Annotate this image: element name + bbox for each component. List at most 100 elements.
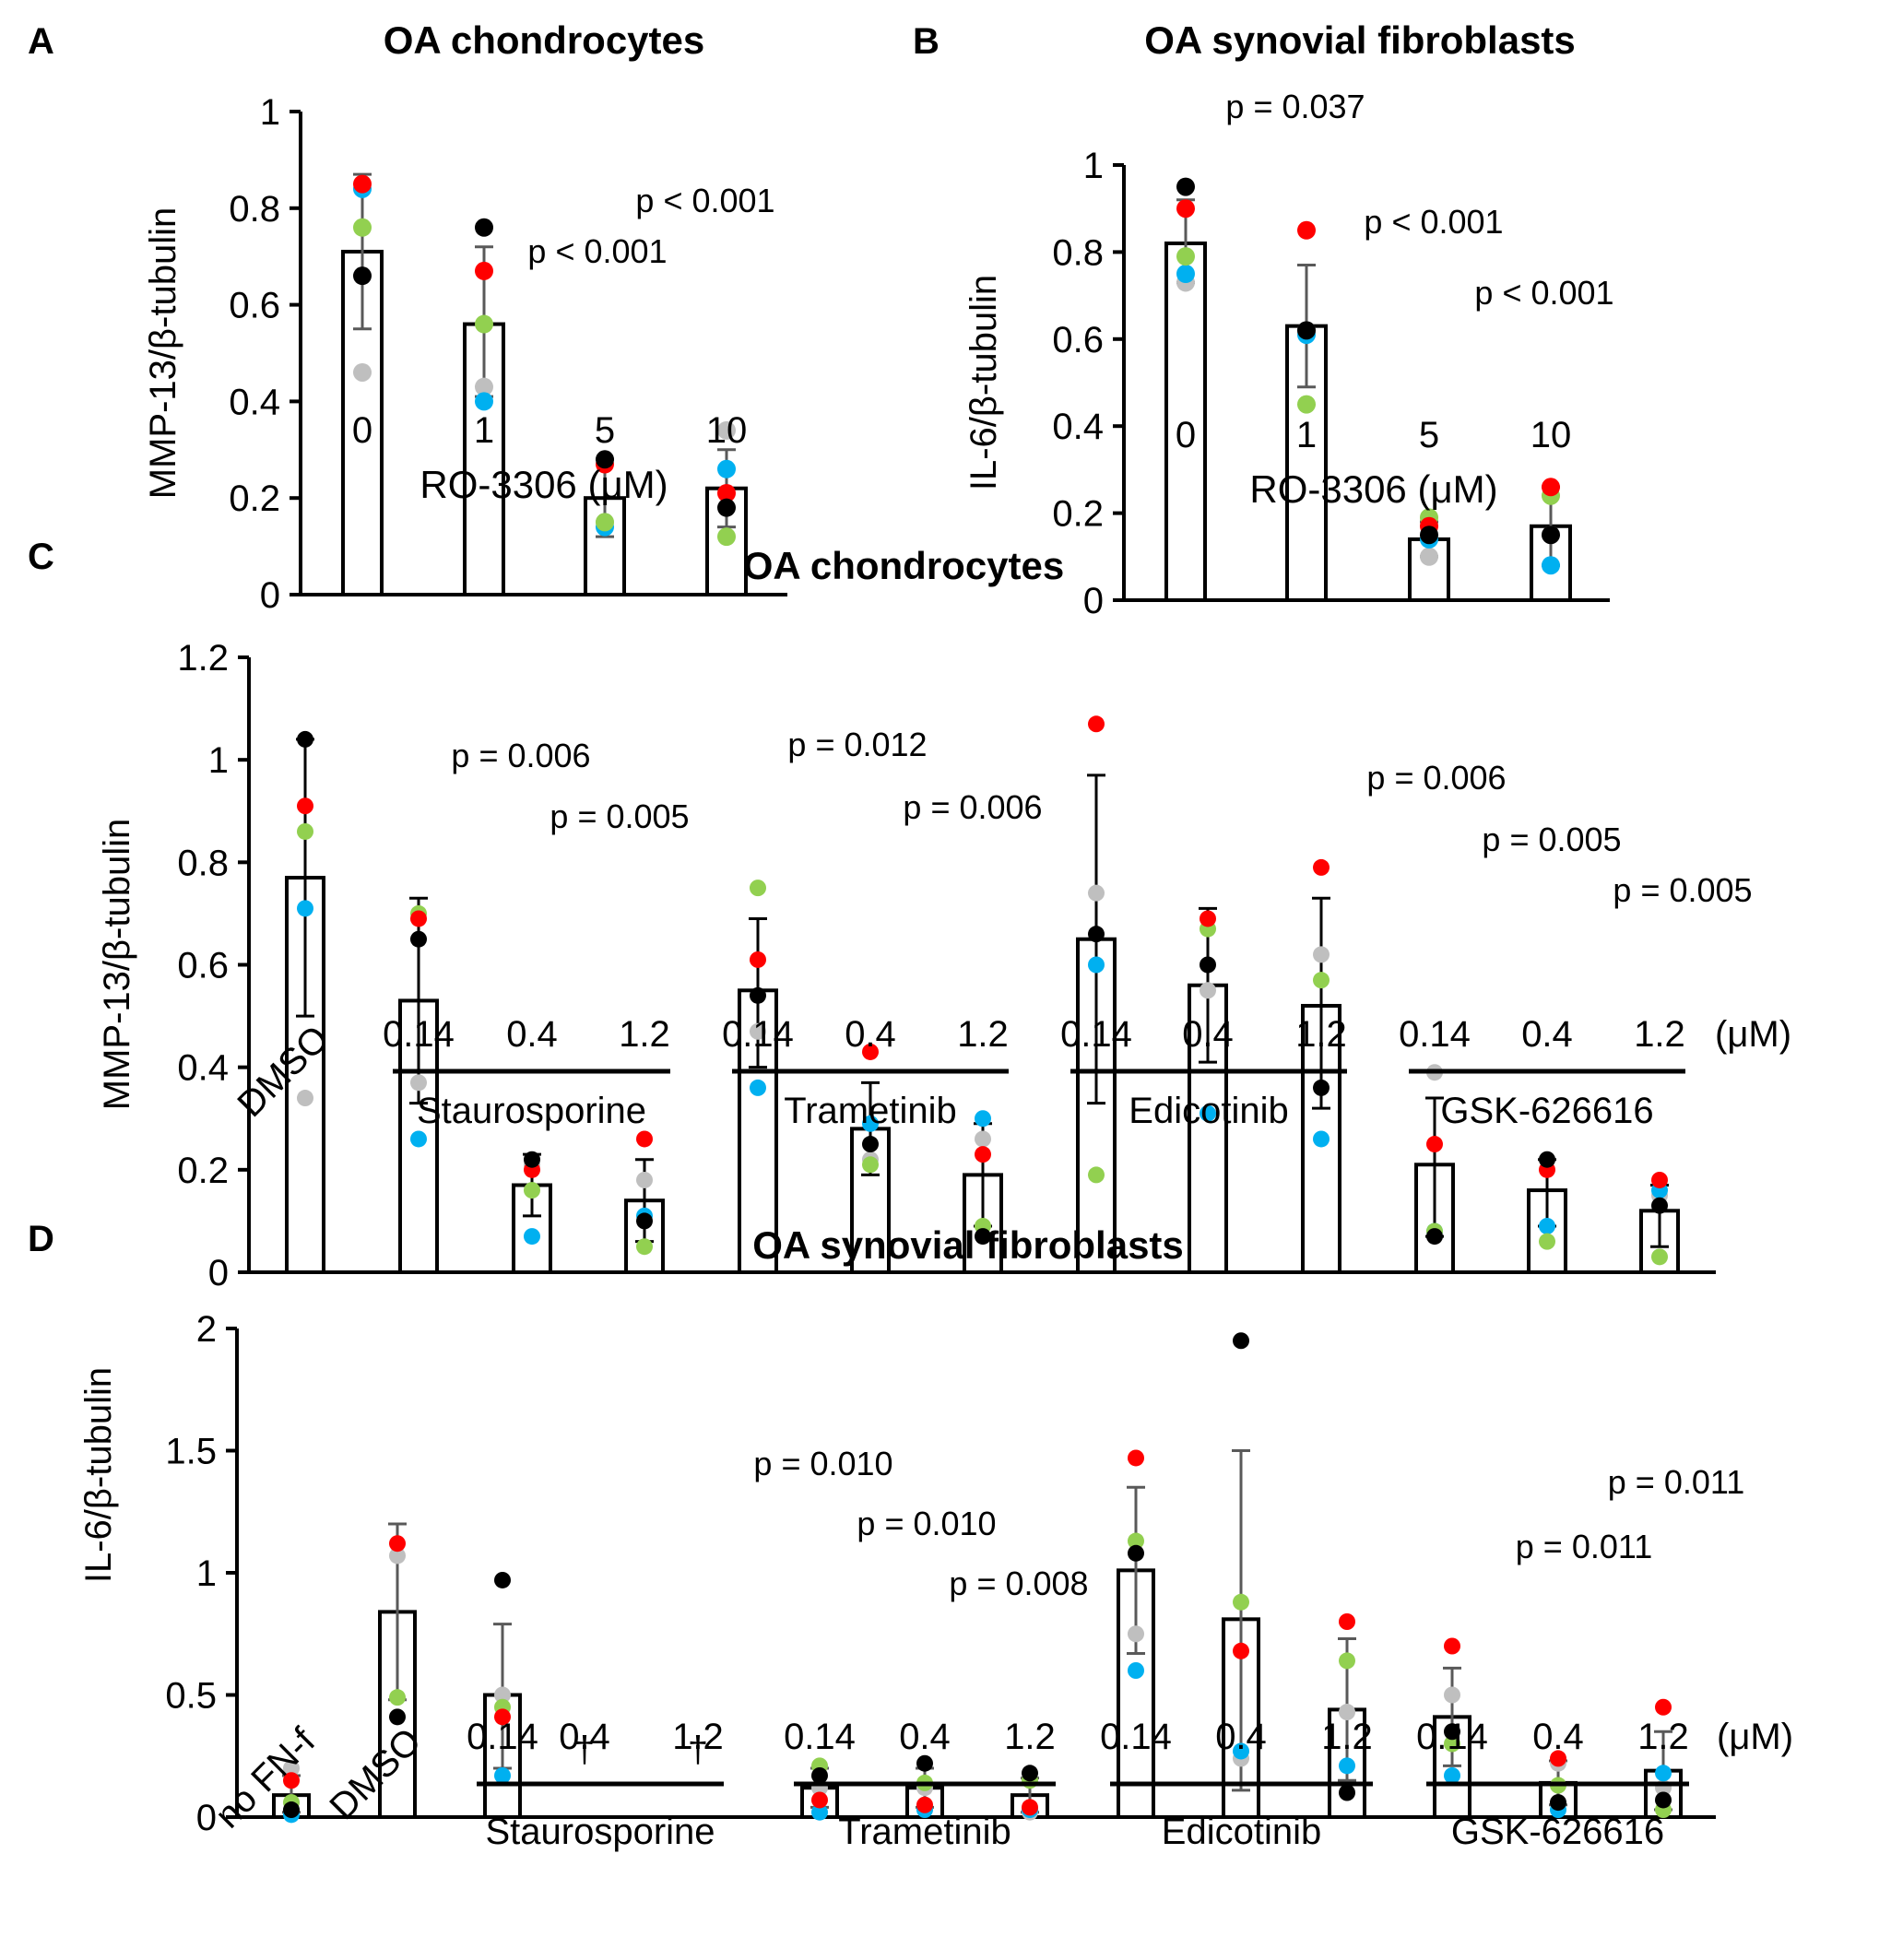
x-tick-label: 1.2 xyxy=(619,1014,670,1055)
p-value-annotation: p = 0.011 xyxy=(1516,1528,1652,1565)
x-tick-label: 0.4 xyxy=(1215,1717,1267,1757)
group-label: Staurosporine xyxy=(417,1091,646,1131)
data-point-blue xyxy=(717,459,736,478)
chart-title: OA synovial fibroblasts xyxy=(1144,18,1576,62)
x-tick-label: 5 xyxy=(595,410,615,451)
y-axis-label: MMP-13/β-tubulin xyxy=(143,207,183,499)
p-value-annotation: p = 0.005 xyxy=(1482,821,1621,858)
y-tick-label: 1 xyxy=(260,92,280,133)
data-point-green xyxy=(524,1182,540,1199)
data-point-black xyxy=(1444,1723,1460,1741)
x-axis-label: RO-3306 (μM) xyxy=(1249,467,1497,511)
data-point-green xyxy=(717,527,736,547)
data-point-green xyxy=(1128,1532,1144,1550)
data-point-blue xyxy=(297,900,313,917)
data-point-green xyxy=(1339,1652,1355,1670)
data-point-black xyxy=(1128,1544,1144,1562)
data-point-red xyxy=(636,1130,653,1148)
x-tick-label: 0.14 xyxy=(722,1014,794,1055)
data-point-gray xyxy=(717,420,736,440)
y-tick-label: 0.4 xyxy=(177,1048,229,1089)
data-point-black xyxy=(494,1571,511,1588)
data-point-red xyxy=(283,1772,300,1789)
x-tick-label: 0.4 xyxy=(1182,1014,1234,1055)
p-value-annotation: p = 0.011 xyxy=(1608,1463,1744,1501)
p-value-annotation: p = 0.037 xyxy=(1225,88,1365,125)
y-tick-label: 1.2 xyxy=(177,638,229,679)
data-point-black xyxy=(1022,1765,1038,1782)
data-point-gray xyxy=(494,1686,511,1704)
dagger-marker: † xyxy=(574,1730,595,1770)
y-tick-label: 0.4 xyxy=(229,382,280,422)
y-axis-label: IL-6/β-tubulin xyxy=(78,1367,119,1583)
y-tick-label: 0.6 xyxy=(229,286,280,326)
data-point-gray xyxy=(636,1171,653,1188)
y-tick-label: 0.5 xyxy=(165,1676,217,1717)
x-tick-label: 0.14 xyxy=(383,1014,455,1055)
x-tick-label: 1.2 xyxy=(1004,1717,1056,1757)
panel-c: C OA chondrocytes MMP-13/β-tubulin 0 0.2 0.4 0… xyxy=(28,537,1791,1293)
x-tick-label: 0.14 xyxy=(1399,1014,1471,1055)
data-point-black xyxy=(524,1151,540,1168)
data-point-blue xyxy=(1088,956,1105,974)
data-point-red xyxy=(389,1535,406,1553)
y-tick-label: 0 xyxy=(208,1253,229,1293)
data-point-red xyxy=(1651,1171,1668,1188)
y-tick-label: 0.8 xyxy=(177,843,229,883)
data-point-red xyxy=(750,950,766,968)
data-point-blue xyxy=(1539,1217,1555,1234)
x-tick-label: 1.2 xyxy=(1637,1717,1689,1757)
y-axis-label: MMP-13/β-tubulin xyxy=(97,819,137,1110)
x-axis-label: RO-3306 (μM) xyxy=(420,463,668,506)
x-tick-label: 10 xyxy=(1531,415,1572,455)
data-point-gray xyxy=(283,1760,300,1777)
y-tick-label: 0 xyxy=(260,575,280,616)
data-point-red xyxy=(1313,858,1330,876)
data-point-blue xyxy=(1200,1104,1216,1122)
data-point-green xyxy=(1313,972,1330,989)
data-point-black xyxy=(1542,525,1560,545)
data-point-green xyxy=(297,822,313,840)
data-point-blue xyxy=(811,1803,828,1821)
group-label: Edicotinib xyxy=(1162,1812,1321,1852)
group-label: Edicotinib xyxy=(1129,1091,1288,1131)
data-point-gray xyxy=(750,1022,766,1040)
y-tick-label: 0 xyxy=(1083,581,1104,621)
data-point-blue xyxy=(410,1130,427,1148)
p-value-annotation: p = 0.005 xyxy=(1613,871,1752,909)
data-point-gray xyxy=(297,1090,313,1107)
data-point-black xyxy=(1200,956,1216,974)
data-point-black xyxy=(389,1708,406,1726)
data-point-gray xyxy=(1339,1704,1355,1721)
y-tick-label: 0.8 xyxy=(229,189,280,230)
y-tick-label: 1.5 xyxy=(165,1432,217,1472)
data-point-blue xyxy=(862,1115,879,1132)
p-value-annotation: p = 0.006 xyxy=(1366,759,1506,797)
data-point-red xyxy=(1426,1136,1443,1153)
chart-title: OA chondrocytes xyxy=(743,544,1065,587)
data-point-blue xyxy=(524,1228,540,1246)
data-point-black xyxy=(862,1136,879,1153)
data-point-black xyxy=(636,1212,653,1230)
y-tick-label: 0.4 xyxy=(1052,407,1104,447)
data-point-red xyxy=(1444,1637,1460,1655)
data-point-blue xyxy=(1339,1757,1355,1775)
data-point-green xyxy=(389,1689,406,1706)
data-point-black xyxy=(750,986,766,1004)
data-point-black xyxy=(353,266,372,286)
data-point-blue xyxy=(1542,556,1560,575)
data-point-black xyxy=(1233,1332,1249,1350)
data-point-blue xyxy=(1313,1130,1330,1148)
y-tick-label: 0.2 xyxy=(1052,494,1104,535)
x-tick-label: 1.2 xyxy=(1634,1014,1685,1055)
data-point-blue xyxy=(1444,1766,1460,1784)
data-point-red xyxy=(1022,1799,1038,1816)
x-tick-label: 0.14 xyxy=(1416,1717,1488,1757)
data-point-gray xyxy=(1313,946,1330,963)
data-point-gray xyxy=(475,377,493,396)
data-point-red xyxy=(717,483,736,502)
data-point-blue xyxy=(494,1766,511,1784)
panel-a: A OA chondrocytes MMP-13/β-tubulin 0 0.2 0.4 0… xyxy=(28,18,787,616)
data-point-black xyxy=(1539,1151,1555,1168)
